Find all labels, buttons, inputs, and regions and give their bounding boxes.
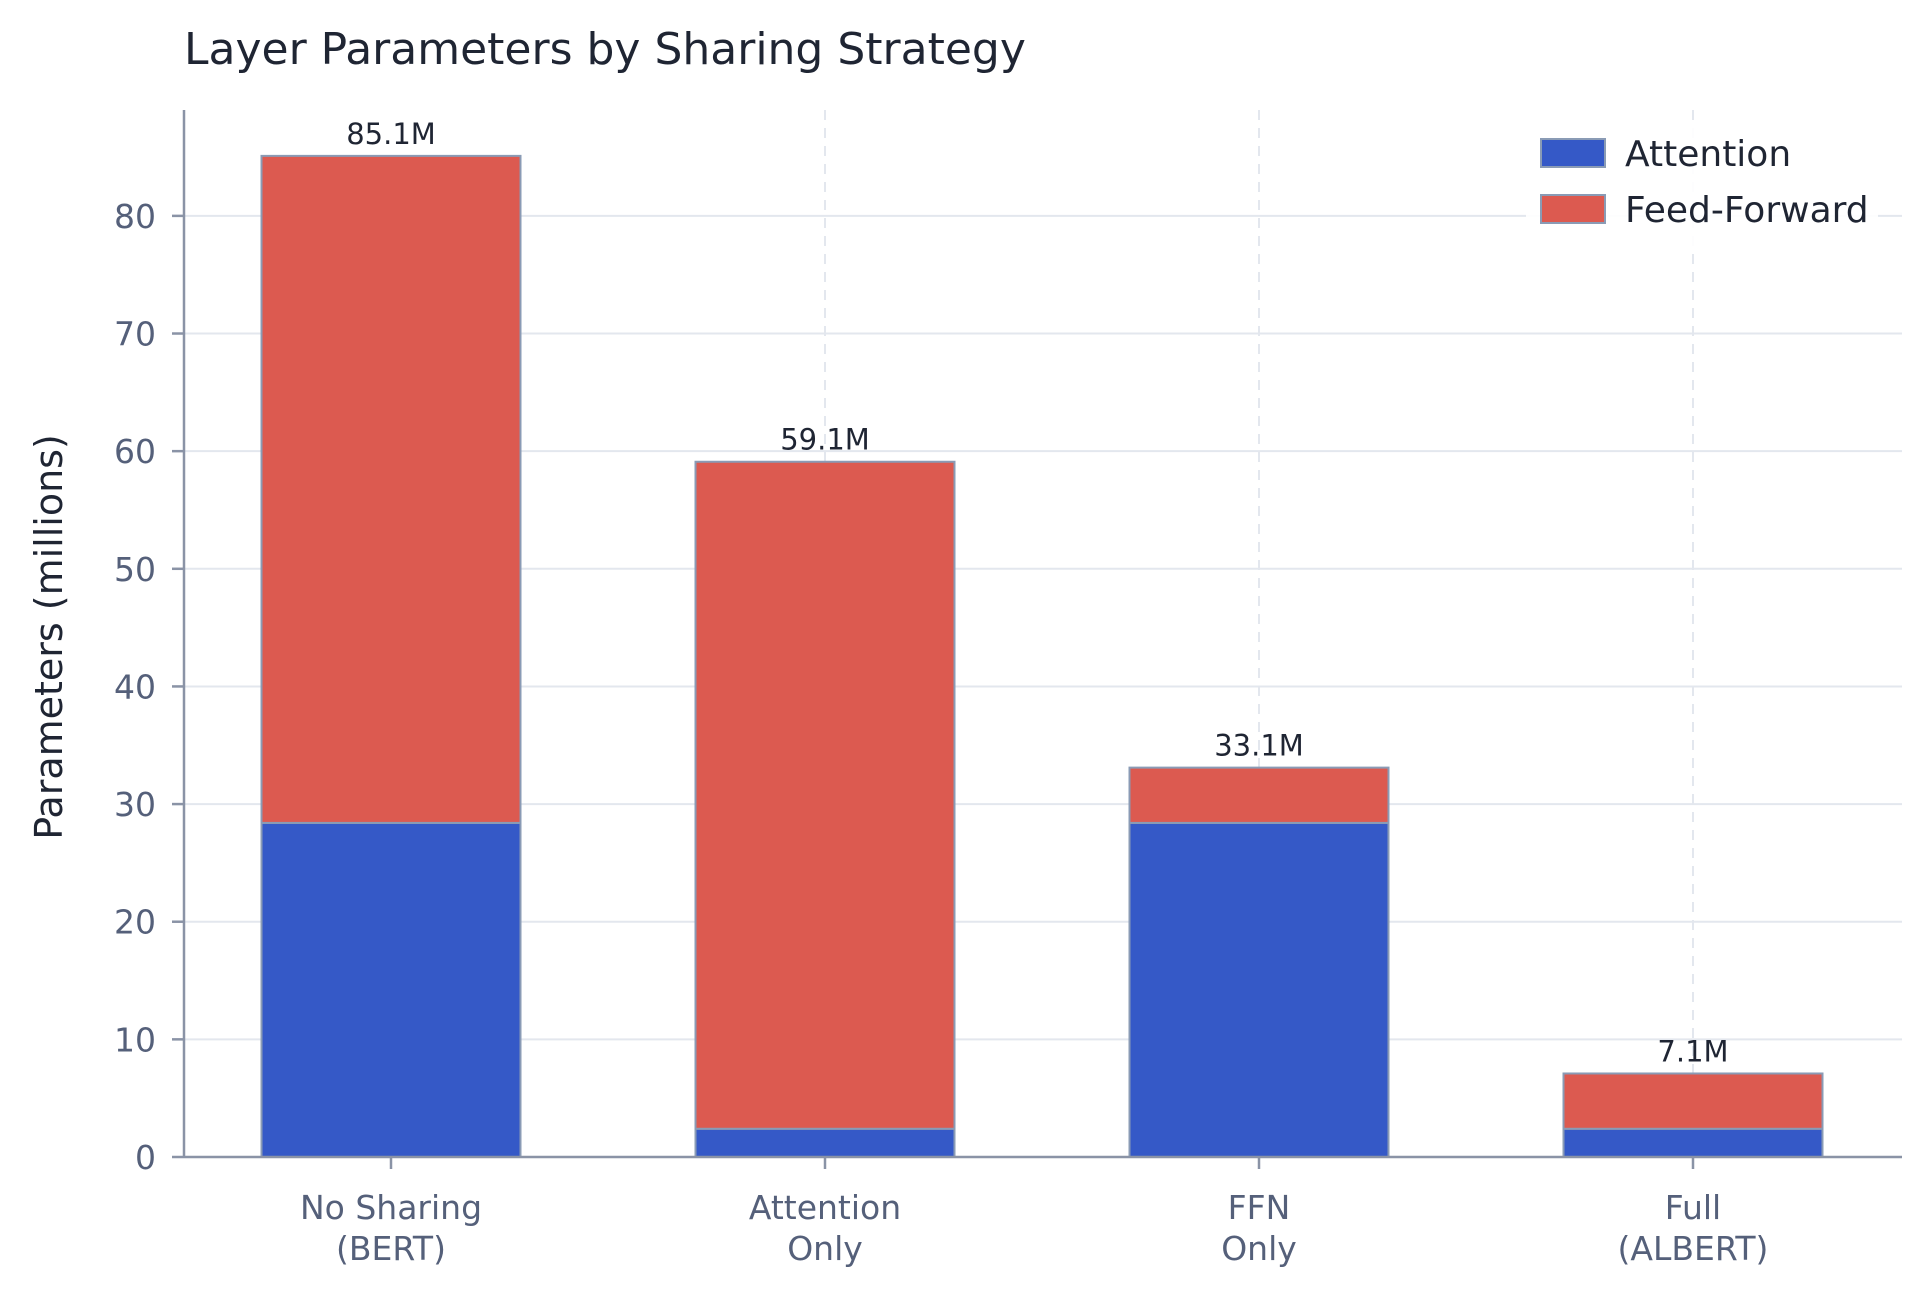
y-tick-label-1: 10: [114, 1020, 156, 1059]
legend: Attention Feed-Forward: [1526, 122, 1878, 248]
x-tick-label-line: No Sharing: [300, 1188, 482, 1227]
legend-label-0: Attention: [1625, 134, 1791, 175]
legend-swatch-1: [1540, 194, 1606, 224]
labels: 0 10 20 30 40 50 60 70 80 No Sharing (BERT) Attenti…: [114, 117, 1768, 1268]
bar-feed-forward-2: [1128, 766, 1390, 824]
bar-feed-forward-0: [260, 154, 522, 824]
x-tick-label-2: FFN Only: [1221, 1188, 1297, 1268]
y-tick-label-4: 40: [114, 667, 156, 706]
y-tick-label-6: 60: [114, 432, 156, 471]
y-tick-label-2: 20: [114, 903, 156, 942]
bar-attention-3: [1562, 1127, 1824, 1158]
bar-feed-forward-3: [1562, 1072, 1824, 1130]
bar-attention-1: [694, 1127, 956, 1158]
axes: [172, 110, 1902, 1169]
y-axis-label: Parameters (millions): [27, 434, 71, 840]
y-tick-label-5: 50: [114, 550, 156, 589]
x-tick-label-line: Only: [1221, 1229, 1297, 1268]
x-tick-label-line: Attention: [749, 1188, 901, 1227]
bars: [260, 154, 1824, 1158]
total-label-1: 59.1M: [780, 423, 870, 457]
x-tick-label-1: Attention Only: [749, 1188, 901, 1268]
y-tick-label-3: 30: [114, 785, 156, 824]
bar-attention-2: [1128, 821, 1390, 1158]
total-label-2: 33.1M: [1214, 729, 1304, 763]
total-label-0: 85.1M: [346, 117, 436, 151]
x-tick-label-line: FFN: [1228, 1188, 1291, 1227]
x-tick-label-line: Only: [787, 1229, 863, 1268]
bar-attention-0: [260, 821, 522, 1158]
bar-feed-forward-1: [694, 460, 956, 1130]
x-tick-label-3: Full (ALBERT): [1618, 1188, 1769, 1268]
total-label-3: 7.1M: [1657, 1034, 1728, 1068]
x-tick-label-line: (BERT): [336, 1229, 446, 1268]
x-tick-label-line: (ALBERT): [1618, 1229, 1769, 1268]
y-tick-label-0: 0: [135, 1138, 156, 1177]
y-tick-label-8: 80: [114, 197, 156, 236]
x-tick-label-line: Full: [1665, 1188, 1721, 1227]
chart-title: Layer Parameters by Sharing Strategy: [184, 24, 1026, 75]
x-tick-label-0: No Sharing (BERT): [300, 1188, 482, 1268]
legend-swatch-0: [1540, 138, 1606, 168]
y-tick-label-7: 70: [114, 315, 156, 354]
legend-label-1: Feed-Forward: [1625, 190, 1869, 231]
